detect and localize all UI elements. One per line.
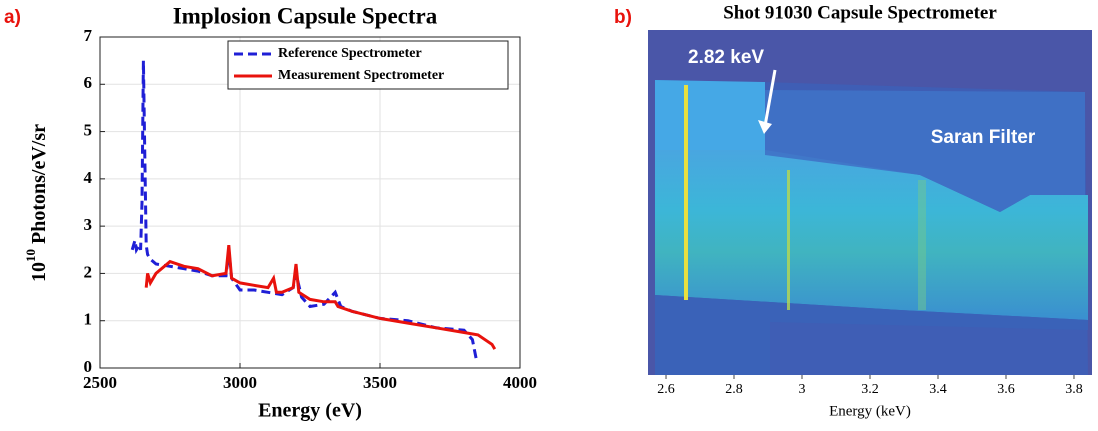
x-tick-label: 3500 (363, 373, 397, 392)
y-tick-label: 3 (84, 215, 93, 234)
x-axis-label: Energy (eV) (258, 400, 362, 422)
annotation: Saran Filter (931, 127, 1036, 148)
y-tick-label: 5 (84, 120, 93, 139)
plot-area (100, 37, 520, 368)
y-label-base: 10 (28, 262, 50, 282)
chart-title: Implosion Capsule Spectra (173, 3, 438, 28)
image-region (655, 80, 765, 160)
image-region (655, 295, 1088, 375)
emission-band (918, 180, 926, 310)
arrow-head (758, 120, 772, 134)
y-tick-label: 4 (84, 168, 93, 187)
x-tick-label: 2.6 (657, 382, 675, 397)
annotation: 2.82 keV (688, 47, 764, 68)
panel-label: b) (614, 7, 632, 28)
x-tick-label: 3 (799, 382, 806, 397)
x-tick-label: 2.8 (725, 382, 743, 397)
x-tick-label: 3.4 (929, 382, 947, 397)
y-tick-label: 1 (84, 310, 93, 329)
y-axis-label: 1010 Photons/eV/sr (23, 124, 50, 282)
x-tick-label: 2500 (83, 373, 117, 392)
chart-title: Shot 91030 Capsule Spectrometer (723, 2, 997, 23)
legend-label: Measurement Spectrometer (278, 68, 444, 83)
image-band (655, 150, 1088, 320)
x-tick-label: 3.2 (861, 382, 879, 397)
y-label-unit: Photons/eV/sr (28, 124, 50, 244)
x-tick-label: 3000 (223, 373, 257, 392)
y-tick-label: 6 (84, 73, 93, 92)
plot-frame (99, 36, 521, 369)
y-tick-label: 0 (84, 357, 93, 376)
legend (227, 40, 509, 90)
x-tick-label: 4000 (503, 373, 537, 392)
x-tick-label: 3.6 (997, 382, 1015, 397)
annotation-arrow (763, 69, 777, 127)
x-tick-label: 3.8 (1065, 382, 1083, 397)
emission-line (684, 85, 688, 300)
legend-label: Reference Spectrometer (278, 46, 422, 61)
y-label-exponent: 10 (23, 249, 38, 262)
image-region (765, 90, 1085, 212)
panel-label: a) (4, 7, 21, 28)
series-line (144, 244, 497, 350)
x-axis-label: Energy (keV) (829, 403, 911, 419)
y-tick-label: 2 (84, 262, 93, 281)
y-tick-label: 7 (84, 26, 93, 45)
series-line (130, 60, 479, 362)
emission-line (787, 170, 790, 310)
